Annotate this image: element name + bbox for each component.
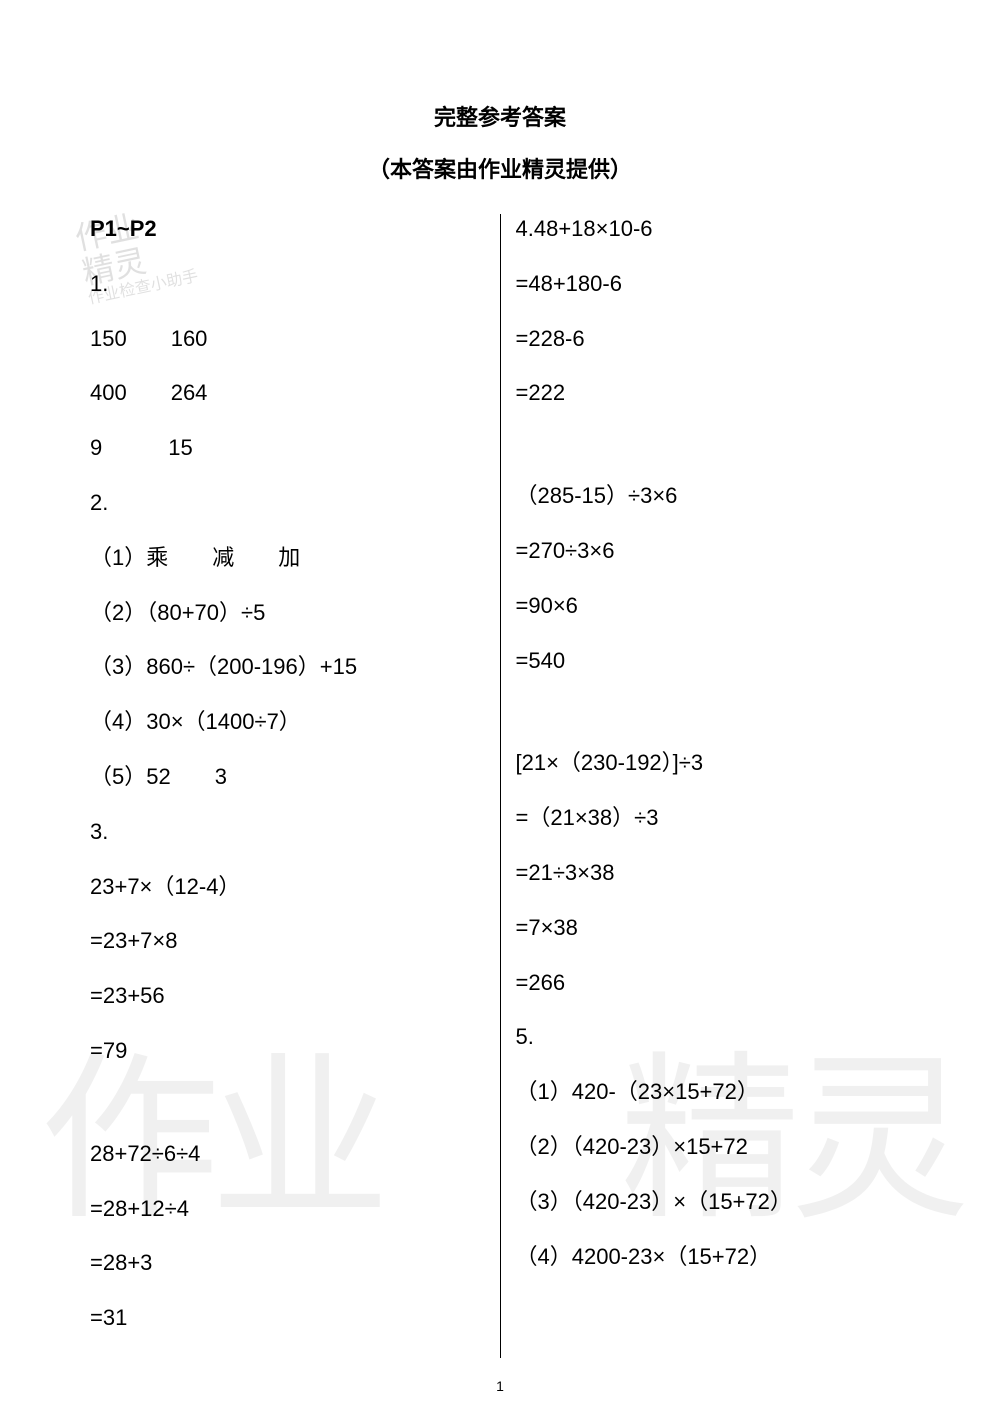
text-line: 2. — [90, 488, 485, 519]
column-right: 4.48+18×10-6 =48+180-6 =228-6 =222 （285-… — [500, 214, 921, 1358]
page-number: 1 — [496, 1378, 504, 1394]
text-line: （1）420-（23×15+72） — [516, 1077, 911, 1108]
text-line: 4.48+18×10-6 — [516, 214, 911, 245]
text-line: （1）乘 减 加 — [90, 543, 485, 574]
spacer — [90, 1091, 485, 1139]
text-line: =540 — [516, 646, 911, 677]
text-line: 150 160 — [90, 324, 485, 355]
text-line: =90×6 — [516, 591, 911, 622]
text-line: （2）（80+70）÷5 — [90, 598, 485, 629]
text-line: （4）30×（1400÷7） — [90, 707, 485, 738]
text-line: 23+7×（12-4） — [90, 872, 485, 903]
text-line: =（21×38）÷3 — [516, 803, 911, 834]
text-line: =21÷3×38 — [516, 858, 911, 889]
column-left: P1~P2 1. 150 160 400 264 9 15 2. （1）乘 减 … — [80, 214, 500, 1358]
text-line: （2）（420-23）×15+72 — [516, 1132, 911, 1163]
text-line: 5. — [516, 1022, 911, 1053]
text-line: =270÷3×6 — [516, 536, 911, 567]
text-line: （285-15）÷3×6 — [516, 481, 911, 512]
text-line: =23+7×8 — [90, 926, 485, 957]
text-line: =222 — [516, 378, 911, 409]
text-line: （3）860÷（200-196）+15 — [90, 652, 485, 683]
text-line: 1. — [90, 269, 485, 300]
text-line: =228-6 — [516, 324, 911, 355]
text-line: =48+180-6 — [516, 269, 911, 300]
text-line: =266 — [516, 968, 911, 999]
section-header: P1~P2 — [90, 214, 485, 245]
text-line: =28+3 — [90, 1248, 485, 1279]
text-line: =79 — [90, 1036, 485, 1067]
text-line: 400 264 — [90, 378, 485, 409]
spacer — [516, 433, 911, 481]
text-line: （4）4200-23×（15+72） — [516, 1242, 911, 1273]
text-line: =23+56 — [90, 981, 485, 1012]
text-line: =28+12÷4 — [90, 1194, 485, 1225]
text-line: =7×38 — [516, 913, 911, 944]
text-line: [21×（230-192）]÷3 — [516, 748, 911, 779]
page-subtitle: （本答案由作业精灵提供） — [80, 152, 920, 184]
text-line: =31 — [90, 1303, 485, 1334]
text-line: （5）52 3 — [90, 762, 485, 793]
text-line: 3. — [90, 817, 485, 848]
content-columns: P1~P2 1. 150 160 400 264 9 15 2. （1）乘 减 … — [80, 214, 920, 1358]
spacer — [516, 700, 911, 748]
text-line: 9 15 — [90, 433, 485, 464]
text-line: （3）（420-23）×（15+72） — [516, 1187, 911, 1218]
text-line: 28+72÷6÷4 — [90, 1139, 485, 1170]
page-title: 完整参考答案 — [80, 100, 920, 132]
